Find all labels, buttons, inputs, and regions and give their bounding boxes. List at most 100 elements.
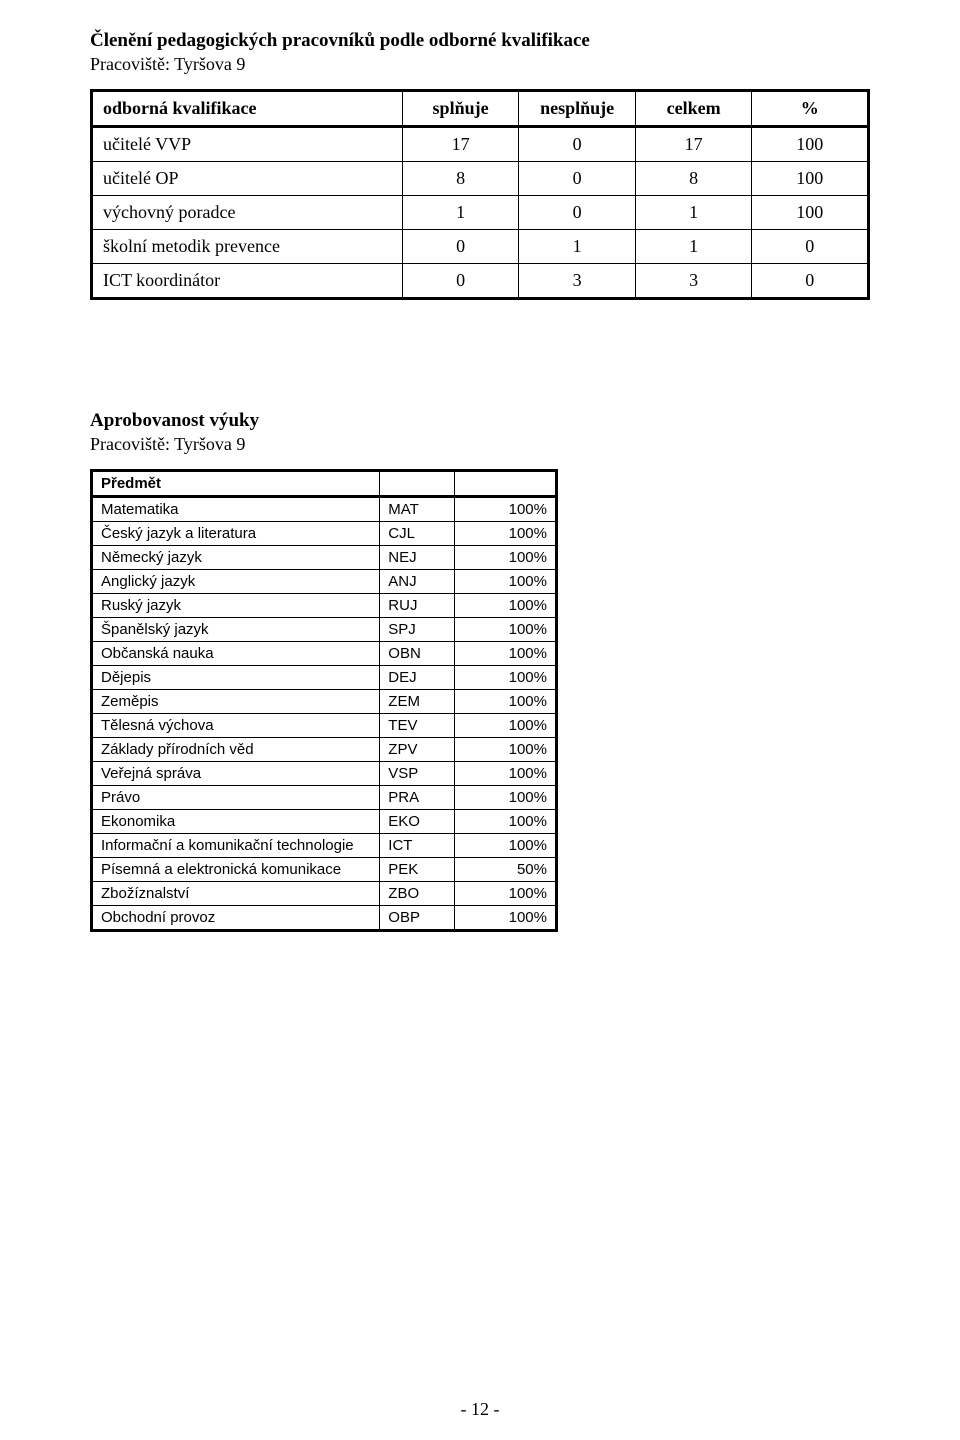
table-row: Ruský jazykRUJ100% bbox=[92, 594, 557, 618]
table-row: ICT koordinátor0330 bbox=[92, 264, 869, 299]
table-row: učitelé VVP17017100 bbox=[92, 127, 869, 162]
table-row: Obchodní provozOBP100% bbox=[92, 906, 557, 931]
table-row: Písemná a elektronická komunikacePEK50% bbox=[92, 858, 557, 882]
row-c4: 0 bbox=[752, 230, 869, 264]
subject-pct: 100% bbox=[454, 714, 556, 738]
table-header-label: odborná kvalifikace bbox=[92, 91, 403, 127]
table-row: Španělský jazykSPJ100% bbox=[92, 618, 557, 642]
subject-name: Právo bbox=[92, 786, 380, 810]
subject-code: RUJ bbox=[380, 594, 454, 618]
row-c3: 1 bbox=[635, 230, 752, 264]
qualification-table: odborná kvalifikace splňuje nesplňuje ce… bbox=[90, 89, 870, 300]
subject-code: SPJ bbox=[380, 618, 454, 642]
table-row: PrávoPRA100% bbox=[92, 786, 557, 810]
subject-name: Písemná a elektronická komunikace bbox=[92, 858, 380, 882]
subject-code: ZBO bbox=[380, 882, 454, 906]
row-label: ICT koordinátor bbox=[92, 264, 403, 299]
row-c3: 1 bbox=[635, 196, 752, 230]
subject-name: Zbožíznalství bbox=[92, 882, 380, 906]
subject-code: NEJ bbox=[380, 546, 454, 570]
subject-name: Zeměpis bbox=[92, 690, 380, 714]
row-c1: 1 bbox=[402, 196, 519, 230]
subject-code: ZEM bbox=[380, 690, 454, 714]
table-header-c3: celkem bbox=[635, 91, 752, 127]
row-c1: 0 bbox=[402, 230, 519, 264]
row-c4: 100 bbox=[752, 127, 869, 162]
row-c1: 0 bbox=[402, 264, 519, 299]
subject-name: Základy přírodních věd bbox=[92, 738, 380, 762]
row-c1: 8 bbox=[402, 162, 519, 196]
subject-pct: 100% bbox=[454, 786, 556, 810]
subject-pct: 100% bbox=[454, 618, 556, 642]
subject-code: TEV bbox=[380, 714, 454, 738]
subject-name: Český jazyk a literatura bbox=[92, 522, 380, 546]
subjects-table: Předmět MatematikaMAT100%Český jazyk a l… bbox=[90, 469, 558, 932]
table-row: DějepisDEJ100% bbox=[92, 666, 557, 690]
subject-pct: 100% bbox=[454, 834, 556, 858]
subject-pct: 100% bbox=[454, 570, 556, 594]
row-c2: 3 bbox=[519, 264, 636, 299]
table-row: Německý jazykNEJ100% bbox=[92, 546, 557, 570]
subject-name: Dějepis bbox=[92, 666, 380, 690]
row-c2: 0 bbox=[519, 196, 636, 230]
subject-code: ZPV bbox=[380, 738, 454, 762]
subject-pct: 100% bbox=[454, 762, 556, 786]
table-row: Veřejná správaVSP100% bbox=[92, 762, 557, 786]
row-c4: 100 bbox=[752, 196, 869, 230]
section2-subline: Pracoviště: Tyršova 9 bbox=[90, 434, 870, 455]
subject-code: CJL bbox=[380, 522, 454, 546]
subject-pct: 100% bbox=[454, 497, 556, 522]
table-header-row: Předmět bbox=[92, 471, 557, 497]
subject-code: MAT bbox=[380, 497, 454, 522]
row-c4: 100 bbox=[752, 162, 869, 196]
subject-name: Ekonomika bbox=[92, 810, 380, 834]
table-header-c4: % bbox=[752, 91, 869, 127]
subject-code: OBP bbox=[380, 906, 454, 931]
table-row: Český jazyk a literaturaCJL100% bbox=[92, 522, 557, 546]
table-row: ZeměpisZEM100% bbox=[92, 690, 557, 714]
table-header-c2: nesplňuje bbox=[519, 91, 636, 127]
subject-name: Obchodní provoz bbox=[92, 906, 380, 931]
subject-pct: 100% bbox=[454, 738, 556, 762]
table-row: Tělesná výchovaTEV100% bbox=[92, 714, 557, 738]
subject-name: Informační a komunikační technologie bbox=[92, 834, 380, 858]
table-row: školní metodik prevence0110 bbox=[92, 230, 869, 264]
subject-code: VSP bbox=[380, 762, 454, 786]
subject-name: Tělesná výchova bbox=[92, 714, 380, 738]
table-row: Občanská naukaOBN100% bbox=[92, 642, 557, 666]
table-row: Informační a komunikační technologieICT1… bbox=[92, 834, 557, 858]
table-row: učitelé OP808100 bbox=[92, 162, 869, 196]
row-label: výchovný poradce bbox=[92, 196, 403, 230]
subject-name: Španělský jazyk bbox=[92, 618, 380, 642]
row-label: učitelé OP bbox=[92, 162, 403, 196]
subject-pct: 100% bbox=[454, 642, 556, 666]
table-header-row: odborná kvalifikace splňuje nesplňuje ce… bbox=[92, 91, 869, 127]
section1-subline: Pracoviště: Tyršova 9 bbox=[90, 54, 870, 75]
subject-name: Německý jazyk bbox=[92, 546, 380, 570]
subject-pct: 50% bbox=[454, 858, 556, 882]
subjects-header-empty2 bbox=[454, 471, 556, 497]
subjects-header: Předmět bbox=[92, 471, 380, 497]
page-number: - 12 - bbox=[0, 1399, 960, 1420]
section2-title: Aprobovanost výuky bbox=[90, 410, 870, 432]
table-row: MatematikaMAT100% bbox=[92, 497, 557, 522]
subject-name: Občanská nauka bbox=[92, 642, 380, 666]
subject-pct: 100% bbox=[454, 522, 556, 546]
row-c3: 17 bbox=[635, 127, 752, 162]
subject-code: PRA bbox=[380, 786, 454, 810]
subject-code: DEJ bbox=[380, 666, 454, 690]
subject-code: ICT bbox=[380, 834, 454, 858]
table-row: ZbožíznalstvíZBO100% bbox=[92, 882, 557, 906]
table-row: Základy přírodních vědZPV100% bbox=[92, 738, 557, 762]
subject-pct: 100% bbox=[454, 882, 556, 906]
row-c1: 17 bbox=[402, 127, 519, 162]
subject-pct: 100% bbox=[454, 546, 556, 570]
subject-code: ANJ bbox=[380, 570, 454, 594]
row-c2: 1 bbox=[519, 230, 636, 264]
row-label: školní metodik prevence bbox=[92, 230, 403, 264]
subject-code: PEK bbox=[380, 858, 454, 882]
subject-pct: 100% bbox=[454, 690, 556, 714]
subject-name: Matematika bbox=[92, 497, 380, 522]
row-c3: 8 bbox=[635, 162, 752, 196]
table-row: EkonomikaEKO100% bbox=[92, 810, 557, 834]
